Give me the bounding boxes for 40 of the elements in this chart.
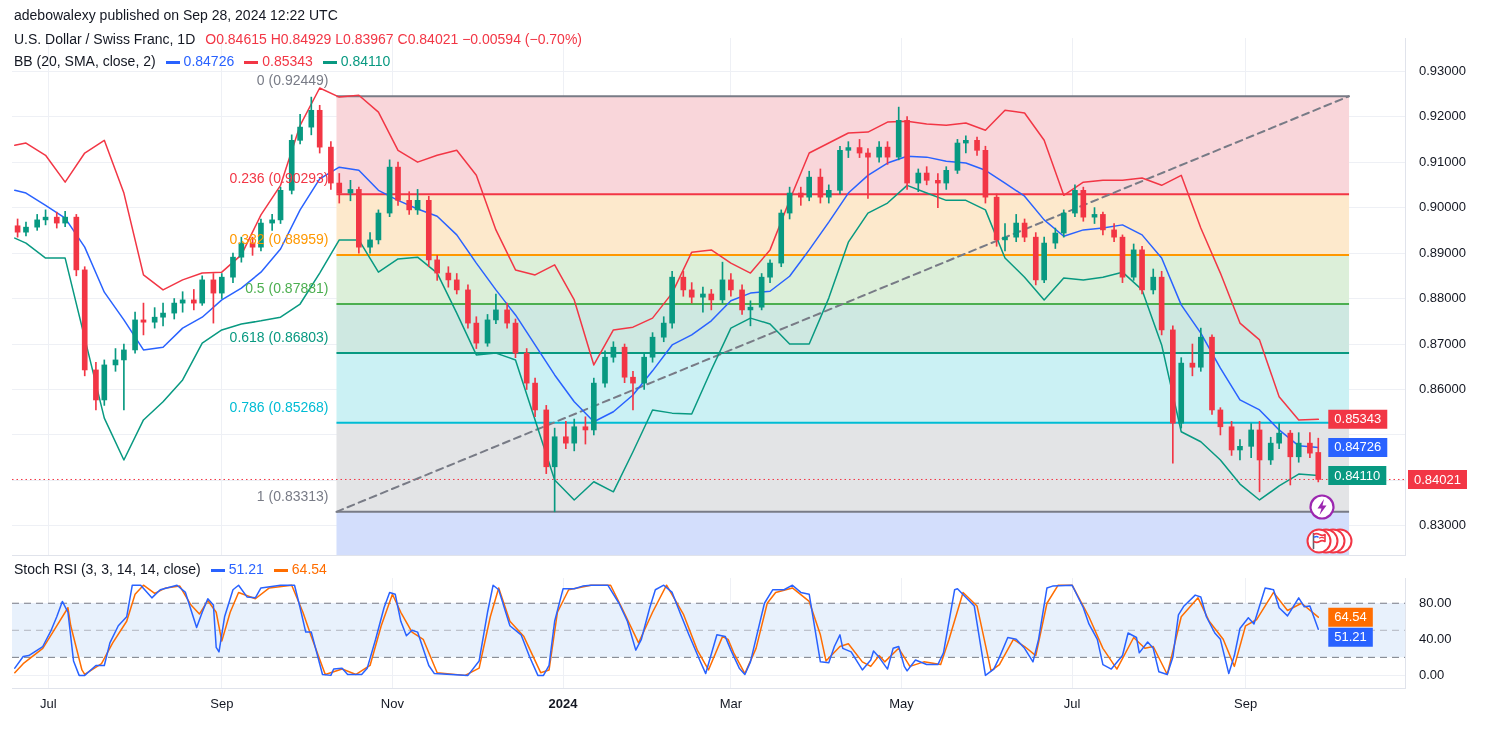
y-tick-label: 80.00 [1419,594,1452,610]
y-tick-label: 0.93000 [1419,62,1466,78]
ref-line-label: 0.786 (0.85268) [229,398,329,415]
y-tick-label: 0.83000 [1419,517,1466,533]
ref-line-label: 1 (0.83313) [256,487,329,504]
x-tick-label: May [889,696,915,712]
data-label: 0.84726 [1334,439,1382,455]
legend-label: 51.21 [228,561,264,577]
chart-subtitle: O0.84615 H0.84929 L0.83967 C0.84021 −0.00594 (−0.70%) [205,31,583,47]
y-tick-label: 0.86000 [1419,381,1466,397]
data-label: 0.85343 [1334,411,1382,427]
ref-line-label: 0 (0.92449) [256,72,329,89]
y-tick-label: 0.87000 [1419,335,1466,351]
y-tick-label: 0.92000 [1419,108,1466,124]
x-tick-label: 2024 [548,696,579,712]
x-tick-label: Sep [1233,696,1258,712]
y-tick-label: 0.88000 [1419,290,1466,306]
legend-title: BB (20, SMA, close, 2) [14,53,156,69]
y-tick-label: 0.89000 [1419,244,1466,260]
x-tick-label: Sep [210,696,234,712]
x-tick-label: Mar [719,696,743,712]
x-tick-label: Jul [1063,696,1081,712]
data-label: 0.84110 [1334,467,1381,483]
x-tick-label: Nov [380,696,405,712]
chart-title: U.S. Dollar / Swiss Franc, 1D [14,31,196,47]
legend-label: 0.84726 [183,53,235,69]
y-tick-label: 0.90000 [1419,199,1466,215]
ref-line-label: 0.84021 [1414,471,1461,487]
x-tick-label: Jul [40,696,57,712]
y-tick-label: 40.00 [1419,630,1452,646]
text: adebowalexy published on Sep 28, 2024 12:22 UTC [14,7,338,23]
data-label: 51.21 [1334,629,1367,645]
ref-line-label: 0.618 (0.86803) [229,328,329,345]
data-label: 64.54 [1334,609,1367,625]
legend-label: 0.85343 [262,53,313,69]
legend-label: 64.54 [291,561,327,577]
y-tick-label: 0.91000 [1419,153,1466,169]
legend-title: Stoch RSI (3, 3, 14, 14, close) [14,561,201,577]
y-tick-label: 0.00 [1419,666,1445,682]
legend-label: 0.84110 [340,53,391,69]
